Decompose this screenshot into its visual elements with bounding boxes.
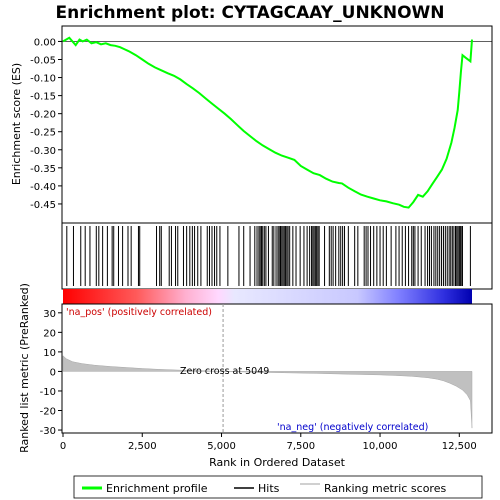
es-ytick-label: 0.00 <box>34 37 56 48</box>
x-tick-label: 7,500 <box>286 441 315 452</box>
x-tick-label: 10,000 <box>363 441 398 452</box>
metric-ytick-label: 10 <box>43 348 56 359</box>
legend-label-hits: Hits <box>258 482 280 495</box>
metric-ytick-label: 0 <box>50 367 56 378</box>
zero-cross-label: Zero cross at 5049 <box>180 366 269 377</box>
es-ytick-label: -0.20 <box>30 110 56 121</box>
metric-panel-frame <box>61 303 493 434</box>
es-ylabel: Enrichment score (ES) <box>10 63 23 185</box>
x-tick-label: 5,000 <box>207 441 236 452</box>
legend-label-profile: Enrichment profile <box>106 482 208 495</box>
metric-xlabel: Rank in Ordered Dataset <box>209 456 346 469</box>
es-ytick-label: -0.05 <box>30 56 56 67</box>
metric-ytick-label: -30 <box>40 426 56 437</box>
enrichment-profile-line <box>62 36 473 209</box>
rank-colorbar <box>63 289 472 304</box>
chart-title: Enrichment plot: CYTAGCAAY_UNKNOWN <box>55 3 444 23</box>
hits-ticks <box>66 226 471 286</box>
legend-label-metric: Ranking metric scores <box>324 482 446 495</box>
legend-box <box>73 475 483 499</box>
metric-ytick-label: -20 <box>40 407 56 418</box>
x-tick-label: 12,500 <box>442 441 477 452</box>
es-panel-frame <box>61 25 493 224</box>
metric-ytick-label: 30 <box>43 309 56 320</box>
ranking-metric-area <box>62 355 473 429</box>
es-panel-axis: 0.00 -0.05 -0.10 -0.15 -0.20 -0.25 -0.30 -0.35 -… <box>30 37 62 211</box>
es-ytick-label: -0.10 <box>30 74 56 85</box>
es-ytick-label: -0.35 <box>30 164 56 175</box>
metric-ytick-label: -10 <box>40 387 56 398</box>
es-ytick-label: -0.15 <box>30 92 56 103</box>
metric-ytick-label: 20 <box>43 328 56 339</box>
neg-label: 'na_neg' (negatively correlated) <box>277 422 428 433</box>
x-axis-ticks: 0 2,500 5,000 7,500 10,000 12,500 <box>60 433 477 452</box>
es-ytick-label: -0.45 <box>30 200 56 211</box>
pos-label: 'na_pos' (positively correlated) <box>66 307 212 318</box>
x-tick-label: 0 <box>60 441 66 452</box>
es-ytick-label: -0.25 <box>30 128 56 139</box>
metric-ylabel: Ranked list metric (PreRanked) <box>18 283 31 453</box>
es-ytick-label: -0.30 <box>30 146 56 157</box>
es-ytick-label: -0.40 <box>30 182 56 193</box>
x-tick-label: 2,500 <box>128 441 157 452</box>
metric-panel-axis: 30 20 10 0 -10 -20 -30 <box>40 309 62 437</box>
